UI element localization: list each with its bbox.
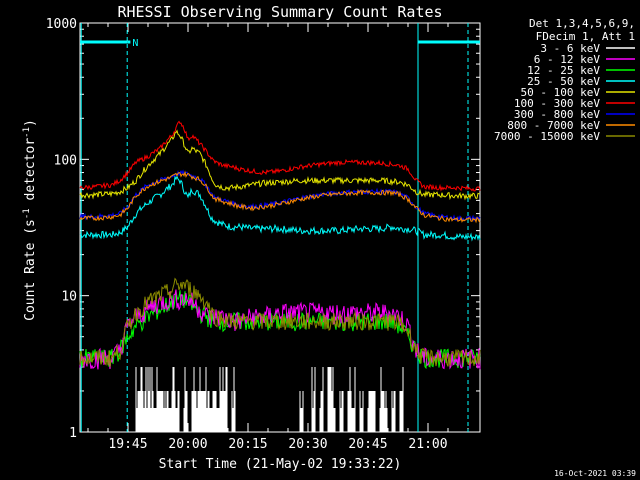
series-line-800-7000 bbox=[79, 170, 481, 224]
series-line-25-50 bbox=[79, 175, 481, 242]
series-line-7000-15000 bbox=[79, 277, 481, 368]
y-axis-label: Count Rate (s-1 detector-1) bbox=[22, 119, 38, 321]
attenuator-label: N bbox=[132, 38, 138, 49]
legend-label: 50 - 100 keV bbox=[521, 86, 601, 99]
y-tick-label: 1000 bbox=[46, 17, 77, 32]
series-line-50-100 bbox=[79, 129, 481, 201]
x-axis-label: Start Time (21-May-02 19:33:22) bbox=[159, 457, 402, 472]
x-tick-label: 20:30 bbox=[288, 437, 327, 452]
legend-label: 800 - 7000 keV bbox=[507, 119, 600, 132]
legend-label: 100 - 300 keV bbox=[514, 97, 600, 110]
series-line-100-300 bbox=[79, 120, 481, 192]
x-tick-label: 19:45 bbox=[108, 437, 147, 452]
x-tick-label: 21:00 bbox=[408, 437, 447, 452]
timestamp: 16-Oct-2021 03:39 bbox=[554, 469, 636, 478]
legend-label: 7000 - 15000 keV bbox=[494, 130, 600, 143]
x-tick-label: 20:15 bbox=[228, 437, 267, 452]
legend-header-line-2: FDecim 1, Att 1 bbox=[536, 30, 635, 43]
legend-header-line-1: Det 1,3,4,5,6,9, bbox=[529, 17, 635, 30]
x-tick-label: 20:45 bbox=[348, 437, 387, 452]
series-line-6-12 bbox=[79, 289, 481, 370]
legend-label: 12 - 25 keV bbox=[527, 64, 600, 77]
series-line-12-25 bbox=[79, 290, 481, 370]
legend: Det 1,3,4,5,6,9, FDecim 1, Att 1 3 - 6 k… bbox=[494, 17, 635, 143]
legend-label: 300 - 800 keV bbox=[514, 108, 600, 121]
plot-area: 1 10 100 1000 19:45 20:00 20:15 20:30 20:45 21:00… bbox=[46, 17, 481, 452]
y-tick-label: 10 bbox=[61, 290, 77, 305]
x-tick-label: 20:00 bbox=[168, 437, 207, 452]
legend-label: 6 - 12 keV bbox=[534, 53, 601, 66]
legend-label: 25 - 50 keV bbox=[527, 75, 600, 88]
legend-label: 3 - 6 keV bbox=[540, 42, 600, 55]
axes-frame bbox=[79, 22, 481, 433]
y-tick-label: 1 bbox=[69, 426, 77, 441]
chart-title: RHESSI Observing Summary Count Rates bbox=[117, 3, 442, 21]
y-tick-label: 100 bbox=[54, 153, 77, 168]
